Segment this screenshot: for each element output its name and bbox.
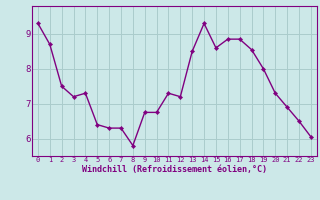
X-axis label: Windchill (Refroidissement éolien,°C): Windchill (Refroidissement éolien,°C) — [82, 165, 267, 174]
